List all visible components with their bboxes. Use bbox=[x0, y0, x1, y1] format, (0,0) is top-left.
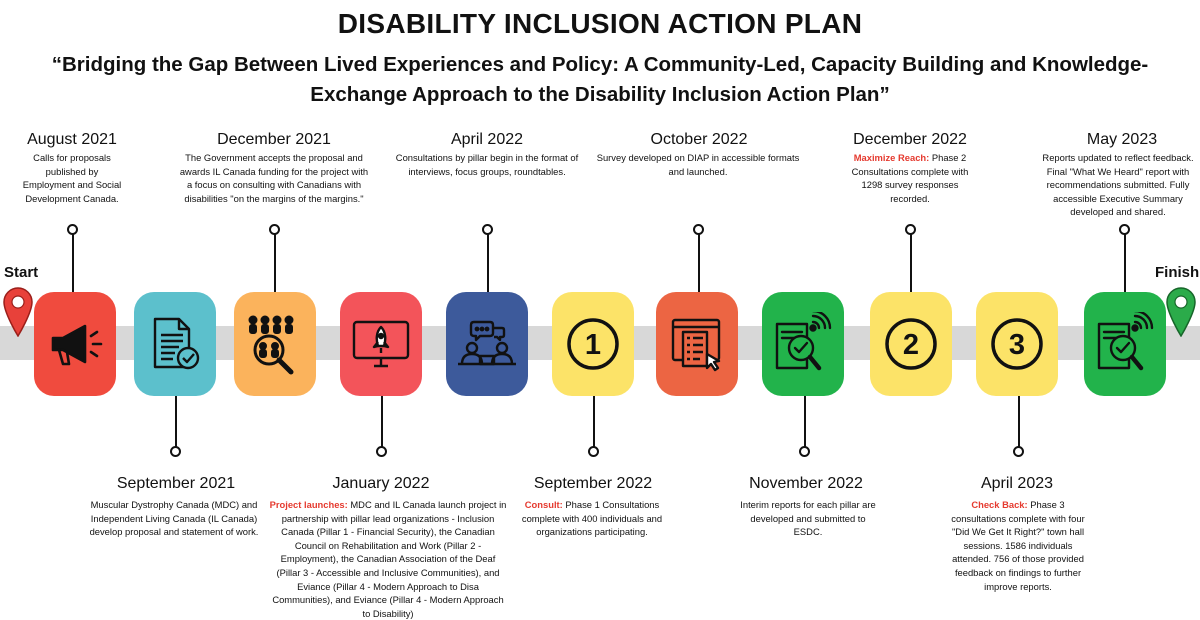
milestone-description: Survey developed on DIAP in accessible f… bbox=[596, 152, 800, 177]
milestone-description: Phase 3 consultations complete with four… bbox=[951, 499, 1085, 592]
milestone-highlight: Consult: bbox=[524, 499, 563, 510]
connector-apr-2023 bbox=[1018, 396, 1020, 448]
connector-aug-2021 bbox=[72, 230, 74, 292]
milestone-highlight: Check Back: bbox=[971, 499, 1028, 510]
milestone-date-oct-2022: October 2022 bbox=[650, 131, 748, 148]
people-search-icon bbox=[248, 315, 294, 375]
milestone-tile-apr-2022 bbox=[446, 292, 528, 396]
connector-dot bbox=[376, 446, 387, 457]
meeting-icon bbox=[458, 320, 516, 366]
milestone-description: Calls for proposals published by Employm… bbox=[22, 152, 122, 204]
milestone-date-aug-2021: August 2021 bbox=[27, 131, 117, 148]
milestone-description: Phase 1 Consultations complete with 400 … bbox=[521, 499, 663, 538]
svg-text:3: 3 bbox=[1009, 329, 1025, 361]
milestone-description: The Government accepts the proposal and … bbox=[179, 152, 369, 204]
milestone-tile-apr-2023: 3 bbox=[976, 292, 1058, 396]
milestone-tile-aug-2021 bbox=[34, 292, 116, 396]
number-3-icon: 3 bbox=[991, 318, 1043, 370]
finish-label: Finish bbox=[1155, 264, 1200, 281]
milestone-date-dec-2022: December 2022 bbox=[853, 131, 967, 148]
connector-dot bbox=[693, 224, 704, 235]
connector-dot bbox=[67, 224, 78, 235]
milestone-highlight: Maximize Reach: bbox=[853, 152, 930, 163]
milestone-date-jan-2022: January 2022 bbox=[332, 475, 430, 492]
milestone-text-nov-2022: Interim reports for each pillar are deve… bbox=[736, 498, 880, 539]
milestone-highlight: Project launches: bbox=[269, 499, 348, 510]
connector-apr-2022 bbox=[487, 230, 489, 292]
report-check-icon bbox=[775, 312, 832, 371]
connector-dot bbox=[1119, 224, 1130, 235]
milestone-date-dec-2021: December 2021 bbox=[217, 131, 331, 148]
milestone-description: Phase 2 Consultations complete with 1298… bbox=[851, 152, 969, 204]
milestone-tile-dec-2021 bbox=[234, 292, 316, 396]
milestone-tile-jan-2022 bbox=[340, 292, 422, 396]
connector-dec-2021 bbox=[274, 230, 276, 292]
milestone-text-apr-2023: Check Back: Phase 3 consultations comple… bbox=[948, 498, 1088, 593]
milestone-description: Reports updated to reflect feedback. Fin… bbox=[1042, 152, 1194, 218]
start-pin-icon bbox=[3, 287, 33, 337]
milestone-text-apr-2022: Consultations by pillar begin in the for… bbox=[390, 151, 584, 178]
connector-sep-2021 bbox=[175, 396, 177, 448]
milestone-tile-nov-2022 bbox=[762, 292, 844, 396]
milestone-text-dec-2022: Maximize Reach: Phase 2 Consultations co… bbox=[850, 151, 970, 205]
connector-oct-2022 bbox=[698, 230, 700, 292]
milestone-date-sep-2022: September 2022 bbox=[533, 475, 653, 492]
milestone-tile-sep-2022: 1 bbox=[552, 292, 634, 396]
number-2-icon: 2 bbox=[885, 318, 937, 370]
milestone-tile-dec-2022: 2 bbox=[870, 292, 952, 396]
milestone-text-dec-2021: The Government accepts the proposal and … bbox=[178, 151, 370, 205]
connector-dot bbox=[269, 224, 280, 235]
milestone-text-aug-2021: Calls for proposals published by Employm… bbox=[20, 151, 124, 205]
connector-dot bbox=[1013, 446, 1024, 457]
page-subtitle: “Bridging the Gap Between Lived Experien… bbox=[51, 53, 1149, 106]
milestone-text-oct-2022: Survey developed on DIAP in accessible f… bbox=[588, 151, 808, 178]
connector-nov-2022 bbox=[804, 396, 806, 448]
milestone-date-apr-2023: April 2023 bbox=[980, 475, 1054, 492]
milestone-tile-sep-2021 bbox=[134, 292, 216, 396]
start-label: Start bbox=[4, 264, 39, 281]
milestone-description: Muscular Dystrophy Canada (MDC) and Inde… bbox=[89, 499, 259, 538]
survey-form-icon bbox=[671, 318, 721, 372]
connector-sep-2022 bbox=[593, 396, 595, 448]
connector-dot bbox=[170, 446, 181, 457]
milestone-tile-oct-2022 bbox=[656, 292, 738, 396]
connector-dot bbox=[799, 446, 810, 457]
connector-dot bbox=[482, 224, 493, 235]
milestone-description: Interim reports for each pillar are deve… bbox=[740, 499, 876, 538]
document-check-icon bbox=[153, 317, 200, 370]
svg-text:2: 2 bbox=[903, 329, 919, 361]
milestone-date-may-2023: May 2023 bbox=[1086, 131, 1158, 148]
megaphone-icon bbox=[51, 324, 103, 366]
milestone-description: Consultations by pillar begin in the for… bbox=[395, 152, 579, 177]
milestone-tile-may-2023 bbox=[1084, 292, 1166, 396]
milestone-text-sep-2021: Muscular Dystrophy Canada (MDC) and Inde… bbox=[84, 498, 264, 539]
page-title: DISABILITY INCLUSION ACTION PLAN bbox=[337, 8, 863, 39]
connector-dot bbox=[588, 446, 599, 457]
connector-may-2023 bbox=[1124, 230, 1126, 292]
milestone-text-sep-2022: Consult: Phase 1 Consultations complete … bbox=[516, 498, 668, 539]
svg-text:1: 1 bbox=[585, 329, 601, 361]
milestone-date-apr-2022: April 2022 bbox=[450, 131, 524, 148]
milestone-date-sep-2021: September 2021 bbox=[116, 475, 236, 492]
connector-dec-2022 bbox=[910, 230, 912, 292]
milestone-description: MDC and IL Canada launch project in part… bbox=[272, 499, 507, 619]
finish-pin-icon bbox=[1166, 287, 1196, 337]
milestone-text-may-2023: Reports updated to reflect feedback. Fin… bbox=[1040, 151, 1196, 219]
connector-jan-2022 bbox=[381, 396, 383, 448]
rocket-monitor-icon bbox=[352, 320, 410, 368]
report-check-icon bbox=[1097, 312, 1154, 371]
number-1-icon: 1 bbox=[567, 318, 619, 370]
milestone-date-nov-2022: November 2022 bbox=[749, 475, 863, 492]
connector-dot bbox=[905, 224, 916, 235]
milestone-text-jan-2022: Project launches: MDC and IL Canada laun… bbox=[268, 498, 508, 620]
